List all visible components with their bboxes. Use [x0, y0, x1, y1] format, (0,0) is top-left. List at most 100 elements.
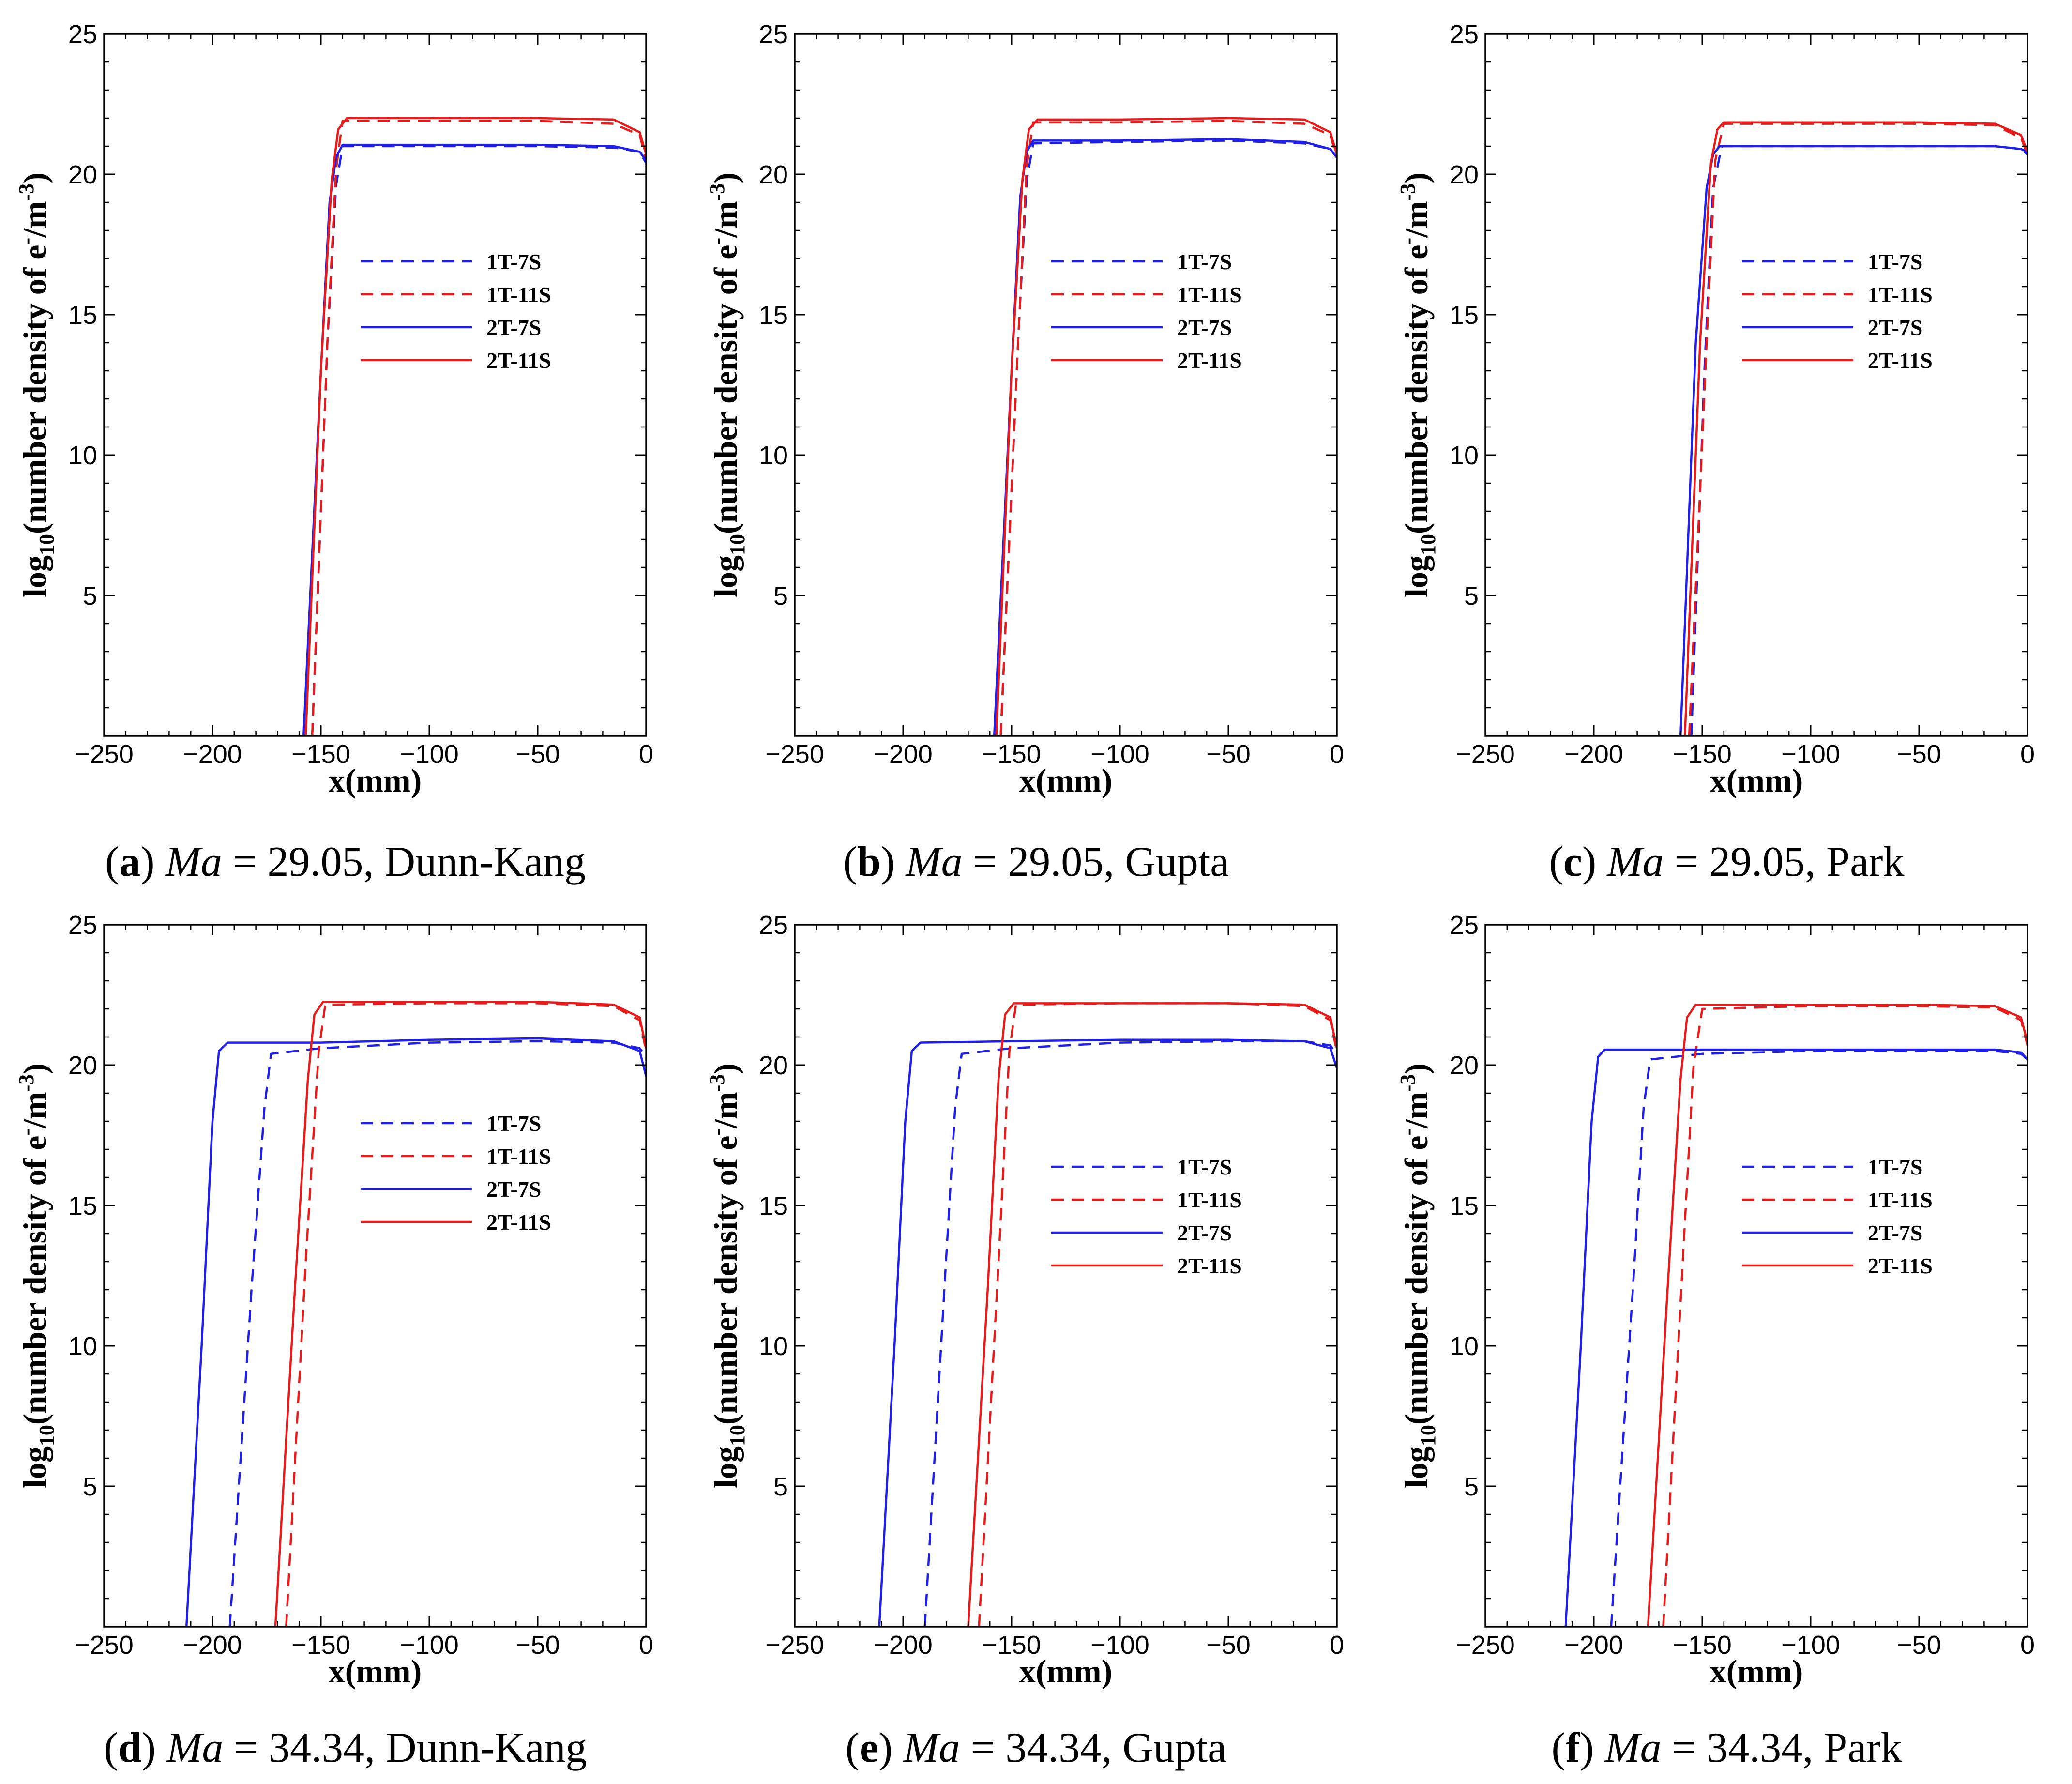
- legend: 1T-7S 1T-11S 2T-7S 2T-11S: [361, 1111, 551, 1235]
- legend-label-1t-11s: 1T-11S: [1868, 1188, 1933, 1212]
- series-line-1t-11s: [999, 120, 1337, 736]
- x-tick-label: −100: [1090, 1631, 1149, 1660]
- y-axis-title-part: 10: [726, 1425, 749, 1446]
- legend-label-2t-11s: 2T-11S: [1177, 1253, 1242, 1278]
- legend-label-2t-11s: 2T-11S: [486, 1210, 551, 1235]
- legend: 1T-7S 1T-11S 2T-7S 2T-11S: [1051, 249, 1242, 373]
- y-axis-title-part: -: [1396, 1128, 1420, 1136]
- series-group: [878, 1002, 1337, 1627]
- x-tick-label: −100: [1781, 1631, 1840, 1660]
- y-tick-label: 25: [1450, 20, 1479, 49]
- y-axis-title-part: 10: [726, 534, 749, 555]
- x-tick-label: −50: [1897, 740, 1941, 769]
- plot-frame: [103, 33, 647, 737]
- series-line-2t-11s: [1647, 1004, 2027, 1627]
- chart-c: −250 −200 −150 −100 −50 0510152025x(mm)log10(…: [1396, 20, 2035, 799]
- legend-label-2t-7s: 2T-7S: [1868, 1220, 1922, 1245]
- x-tick-label: −150: [291, 740, 350, 769]
- y-axis-title: log10(number density of e-/m-3): [15, 1063, 59, 1488]
- y-tick-label: 5: [773, 1472, 788, 1501]
- y-axis-title-part: ): [1398, 1063, 1435, 1074]
- y-axis-title-part: ): [16, 1063, 53, 1074]
- x-tick-label: −150: [982, 740, 1041, 769]
- x-tick-label: −250: [1456, 740, 1515, 769]
- legend-label-1t-11s: 1T-11S: [1177, 1188, 1242, 1212]
- x-tick-label: −200: [874, 1631, 933, 1660]
- series-line-1t-7s: [311, 145, 646, 736]
- legend-label-2t-11s: 2T-11S: [486, 348, 551, 373]
- y-axis-title-part: /m: [707, 1092, 744, 1129]
- plot-frame: [794, 924, 1338, 1628]
- y-tick-label: 15: [1450, 301, 1479, 330]
- x-tick-label: −250: [75, 740, 134, 769]
- y-tick-label: 10: [1450, 1332, 1479, 1361]
- y-axis-title-part: log: [16, 555, 53, 597]
- x-tick-label: −200: [183, 740, 242, 769]
- series-line-2t-11s: [995, 117, 1337, 736]
- series-line-2t-7s: [185, 1037, 646, 1627]
- y-tick-label: 5: [773, 581, 788, 610]
- chart-d: −250 −200 −150 −100 −50 0510152025x(mm)log10(…: [15, 911, 653, 1690]
- legend: 1T-7S 1T-11S 2T-7S 2T-11S: [1742, 1155, 1933, 1278]
- y-axis-title-part: ): [707, 1063, 744, 1074]
- y-axis-title-part: log: [707, 555, 744, 597]
- y-axis-title-part: -3: [1396, 183, 1420, 201]
- caption-b: (b) Ma = 29.05, Gupta: [843, 839, 1229, 885]
- y-tick-label: 15: [1450, 1191, 1479, 1220]
- x-tick-label: −50: [515, 740, 560, 769]
- series-line-1t-7s: [1610, 1050, 2027, 1627]
- legend-label-2t-7s: 2T-7S: [1177, 315, 1232, 340]
- x-tick-label: −150: [982, 1631, 1041, 1660]
- y-axis-title: log10(number density of e-/m-3): [705, 172, 749, 597]
- plot-frame: [103, 924, 647, 1628]
- y-tick-label: 20: [1450, 1051, 1479, 1080]
- series-group: [185, 1001, 646, 1627]
- legend: 1T-7S 1T-11S 2T-7S 2T-11S: [361, 249, 551, 373]
- y-axis-title-part: 10: [35, 1425, 59, 1446]
- x-tick-label: −200: [874, 740, 933, 769]
- y-axis-title-part: -3: [1396, 1074, 1420, 1092]
- x-tick-label: −250: [1456, 1631, 1515, 1660]
- y-axis-title-part: -3: [705, 183, 729, 201]
- x-tick-label: −100: [400, 740, 459, 769]
- x-tick-label: −150: [291, 1631, 350, 1660]
- legend-label-1t-7s: 1T-7S: [1868, 249, 1922, 274]
- legend-label-2t-7s: 2T-7S: [486, 1177, 541, 1202]
- x-tick-label: −150: [1673, 1631, 1732, 1660]
- series-line-2t-7s: [878, 1038, 1337, 1627]
- y-tick-label: 10: [68, 1332, 97, 1361]
- y-tick-label: 25: [1450, 911, 1479, 940]
- series-line-1t-11s: [978, 1002, 1337, 1627]
- y-tick-label: 20: [68, 160, 97, 189]
- x-tick-label: 0: [2020, 1631, 2035, 1660]
- chart-e: −250 −200 −150 −100 −50 0510152025x(mm)log10(…: [705, 911, 1344, 1690]
- y-axis-title-part: (number density of e: [1398, 245, 1435, 534]
- y-tick-label: 25: [759, 911, 788, 940]
- legend-label-1t-7s: 1T-7S: [1177, 1155, 1232, 1179]
- y-axis-title-part: 10: [35, 534, 59, 555]
- x-tick-label: −50: [1206, 1631, 1251, 1660]
- y-axis-title-part: /m: [16, 1092, 53, 1129]
- x-tick-label: −50: [515, 1631, 560, 1660]
- legend: 1T-7S 1T-11S 2T-7S 2T-11S: [1051, 1155, 1242, 1278]
- series-line-2t-11s: [1683, 121, 2027, 736]
- y-axis-title-part: ): [707, 172, 744, 183]
- x-tick-label: −100: [1090, 740, 1149, 769]
- x-tick-label: −150: [1673, 740, 1732, 769]
- y-tick-label: 15: [759, 1191, 788, 1220]
- y-axis-title-part: log: [1398, 1446, 1435, 1488]
- y-axis-title-part: (number density of e: [1398, 1136, 1435, 1425]
- y-tick-label: 25: [68, 911, 97, 940]
- y-tick-label: 10: [68, 441, 97, 470]
- caption-e: (e) Ma = 34.34, Gupta: [845, 1724, 1227, 1771]
- chart-a: −250 −200 −150 −100 −50 0510152025x(mm)log10(…: [15, 20, 653, 799]
- x-axis-title: x(mm): [1710, 762, 1803, 799]
- plot-frame: [794, 33, 1338, 737]
- series-line-1t-7s: [1690, 145, 2027, 736]
- x-tick-label: −100: [1781, 740, 1840, 769]
- y-tick-label: 20: [1450, 160, 1479, 189]
- y-axis-title-part: /m: [16, 201, 53, 238]
- legend-label-1t-11s: 1T-11S: [1868, 282, 1933, 307]
- y-axis-title-part: ): [1398, 172, 1435, 183]
